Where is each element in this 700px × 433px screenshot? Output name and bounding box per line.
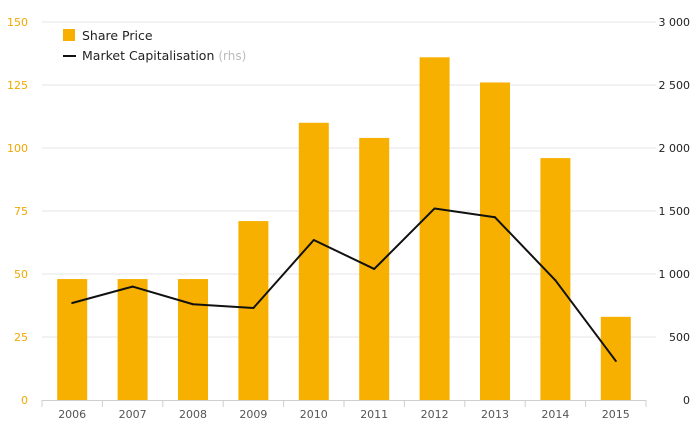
market-cap-point [494, 216, 496, 219]
share-price-bars [57, 57, 631, 401]
left-tick-label: 75 [14, 205, 28, 218]
market-cap-point [554, 279, 557, 282]
left-axis: 0 25 50 75 100 125 150 [7, 16, 28, 407]
market-cap-point [614, 359, 617, 362]
right-tick-label: 500 [669, 331, 690, 344]
x-tick-label: 2015 [602, 408, 630, 421]
share-price-bar [419, 57, 450, 400]
x-tick-label: 2009 [239, 408, 267, 421]
right-tick-label: 2 500 [659, 79, 691, 92]
right-axis: 0 500 1 000 1 500 2 000 2 500 3 000 [659, 16, 691, 407]
x-tick-label: 2011 [360, 408, 388, 421]
legend: Share Price Market Capitalisation (rhs) [63, 28, 246, 63]
market-cap-series-line [71, 207, 617, 362]
left-tick-label: 50 [14, 268, 28, 281]
left-tick-label: 125 [7, 79, 28, 92]
market-cap-point [192, 303, 194, 306]
market-cap-point [312, 238, 315, 241]
share-price-bar [178, 279, 208, 400]
x-tick-label: 2008 [179, 408, 207, 421]
x-tick-label: 2006 [58, 408, 86, 421]
left-tick-label: 0 [21, 394, 28, 407]
x-tick-label: 2013 [481, 408, 509, 421]
right-tick-label: 1 500 [659, 205, 691, 218]
share-price-bar [600, 316, 631, 400]
x-axis: 2006 2007 2008 2009 2010 2011 2012 2013 2014 2015 [41, 400, 647, 421]
x-tick-label: 2014 [541, 408, 569, 421]
share-price-legend-swatch [63, 29, 75, 41]
share-price-bar [480, 82, 510, 400]
left-tick-label: 100 [7, 142, 28, 155]
share-price-bar [117, 279, 148, 400]
market-cap-legend-note: (rhs) [218, 49, 246, 63]
x-tick-label: 2010 [300, 408, 328, 421]
x-tick-label: 2012 [421, 408, 449, 421]
market-cap-legend-text: Market Capitalisation [82, 48, 214, 63]
share-price-legend-label: Share Price [82, 28, 153, 43]
right-tick-label: 3 000 [659, 16, 691, 29]
share-price-bar [238, 221, 269, 400]
left-tick-label: 25 [14, 331, 28, 344]
market-cap-point [131, 285, 134, 288]
market-cap-legend-label: Market Capitalisation (rhs) [82, 48, 246, 63]
share-price-bar [298, 122, 329, 401]
market-cap-point [252, 307, 255, 310]
right-tick-label: 0 [683, 394, 690, 407]
market-cap-point [373, 267, 376, 270]
market-cap-point [433, 207, 436, 210]
market-cap-line [71, 207, 617, 362]
left-tick-label: 150 [7, 16, 28, 29]
right-tick-label: 2 000 [659, 142, 691, 155]
x-tick-label: 2007 [119, 408, 147, 421]
right-tick-label: 1 000 [659, 268, 691, 281]
share-price-bar [57, 279, 88, 400]
market-cap-point [71, 301, 74, 304]
